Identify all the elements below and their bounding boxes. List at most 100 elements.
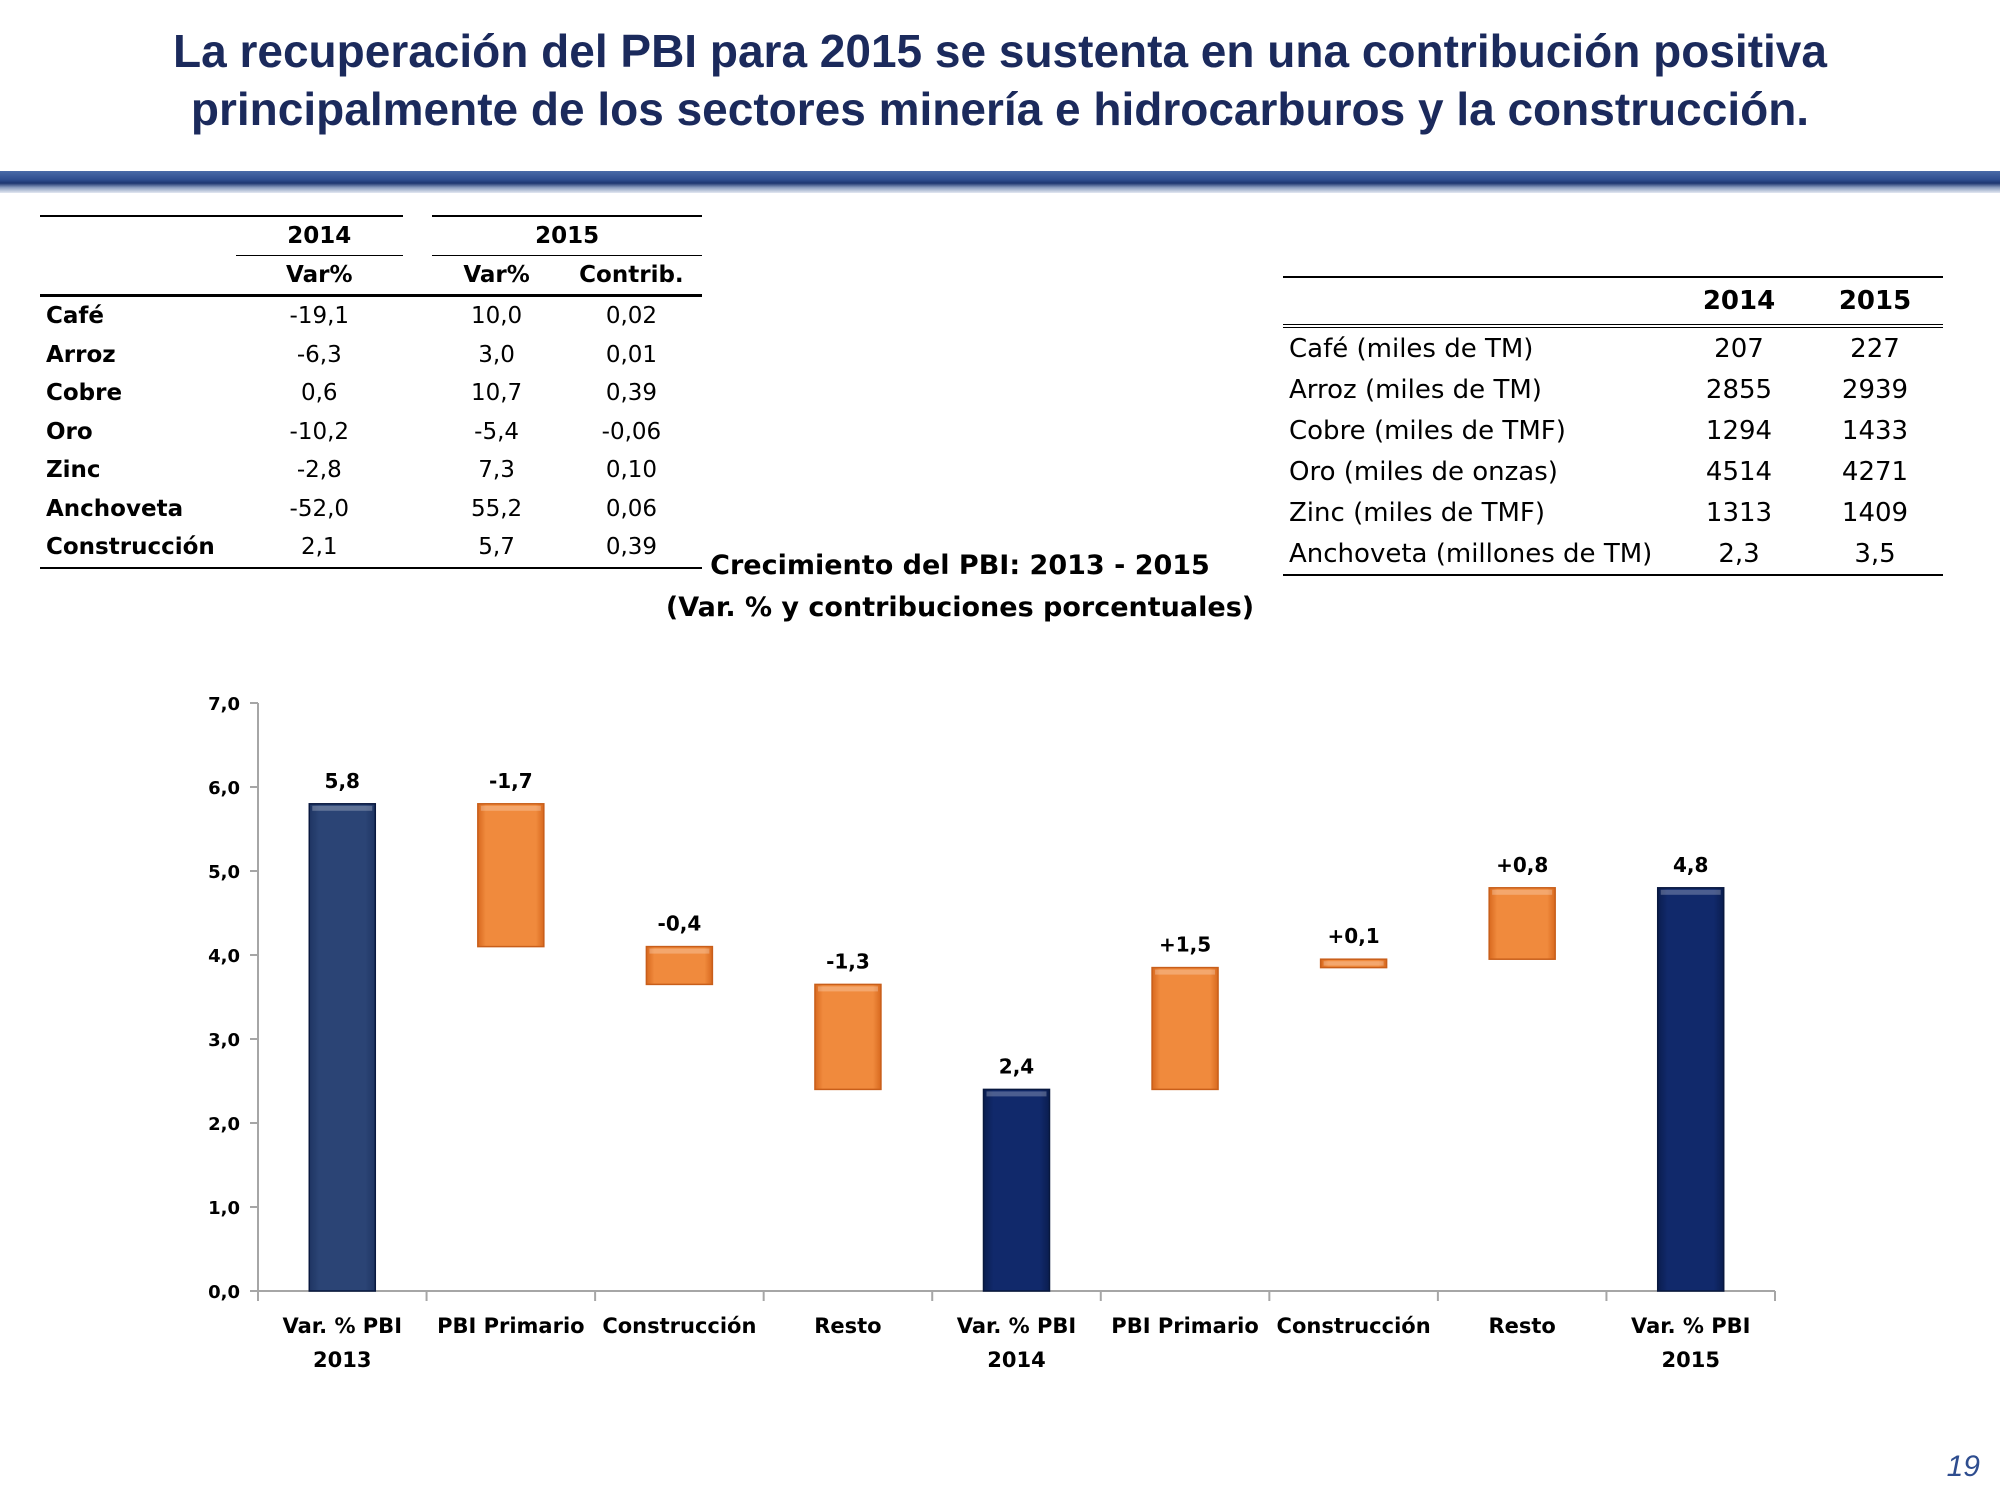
bar-highlight xyxy=(817,986,878,992)
bar-highlight xyxy=(649,948,710,954)
row-label: Zinc (miles de TMF) xyxy=(1289,497,1545,528)
cell-2015: 1433 xyxy=(1841,415,1909,446)
cell-2015: 2939 xyxy=(1841,374,1909,405)
delta-bar xyxy=(1488,887,1556,960)
cell-2014: 207 xyxy=(1714,333,1764,364)
cell-contrib: 0,10 xyxy=(605,457,658,484)
cell-var-2015: 55,2 xyxy=(470,495,523,522)
row-label: Construcción xyxy=(40,528,236,569)
row-label: Arroz xyxy=(46,341,116,368)
table-row: Café -19,1 10,0 0,02 xyxy=(40,296,702,336)
table-row: Anchoveta -52,0 55,2 0,06 xyxy=(40,490,702,529)
cell-var-2014: -6,3 xyxy=(296,341,342,368)
data-label: +0,1 xyxy=(1328,924,1380,948)
cell-contrib: 0,39 xyxy=(605,380,658,407)
title-divider xyxy=(0,171,2000,193)
data-label: +1,5 xyxy=(1159,933,1211,957)
spacer-cell xyxy=(403,255,433,297)
header-2015: 2015 xyxy=(1807,276,1943,328)
cell-var-2015: 10,0 xyxy=(470,303,523,330)
x-tick-label: PBI Primario xyxy=(437,1314,585,1338)
y-tick-label: 1,0 xyxy=(208,1198,240,1219)
row-label: Café (miles de TM) xyxy=(1289,333,1534,364)
row-label: Café xyxy=(46,303,105,330)
x-tick-label: PBI Primario xyxy=(1111,1314,1259,1338)
data-label: -1,3 xyxy=(826,949,870,973)
cell-var-2015: -5,4 xyxy=(474,418,520,445)
bar-highlight xyxy=(312,805,373,811)
row-label: Cobre (miles de TMF) xyxy=(1289,415,1566,446)
table-row: Construcción 2,1 5,7 0,39 xyxy=(40,528,702,569)
chart-title: Crecimiento del PBI: 2013 - 2015 xyxy=(710,550,1210,581)
x-tick-label: Construcción xyxy=(1277,1314,1431,1338)
bar-highlight xyxy=(1660,889,1721,895)
cell-2015: 1409 xyxy=(1841,497,1909,528)
cell-2014: 2,3 xyxy=(1671,533,1807,576)
x-tick-label: Construcción xyxy=(602,1314,756,1338)
slide-title-line-1: La recuperación del PBI para 2015 se sus… xyxy=(173,25,1827,77)
x-tick-label: Var. % PBI 2013 xyxy=(283,1314,403,1372)
y-tick-label: 7,0 xyxy=(208,694,240,715)
empty-header-cell xyxy=(40,215,236,256)
table-row: Café (miles de TM) 207 227 xyxy=(1283,326,1943,369)
x-tick-label: Resto xyxy=(1488,1314,1555,1338)
table-row: Cobre 0,6 10,7 0,39 xyxy=(40,374,702,413)
slide-title: La recuperación del PBI para 2015 se sus… xyxy=(0,22,2000,138)
cell-var-2014: -2,8 xyxy=(296,457,342,484)
row-label: Zinc xyxy=(46,457,101,484)
delta-bar xyxy=(1151,966,1219,1091)
page-number: 19 xyxy=(1946,1450,1980,1483)
delta-bar xyxy=(1319,958,1388,969)
row-label: Cobre xyxy=(46,380,123,407)
y-tick-label: 0,0 xyxy=(208,1282,240,1303)
chart-title-block: Crecimiento del PBI: 2013 - 2015 (Var. %… xyxy=(560,545,1360,629)
row-label: Anchoveta xyxy=(46,495,184,522)
x-tick-label: Resto xyxy=(814,1314,881,1338)
table-header-row: 2014 2015 xyxy=(40,215,702,256)
total-bar xyxy=(1656,887,1725,1292)
cell-var-2015: 10,7 xyxy=(470,380,523,407)
row-label: Arroz (miles de TM) xyxy=(1289,374,1542,405)
data-label: 2,4 xyxy=(999,1054,1034,1078)
data-label: 5,8 xyxy=(325,769,360,793)
header-year-2015: 2015 xyxy=(432,215,702,256)
y-tick-label: 5,0 xyxy=(208,862,240,883)
cell-2014: 4514 xyxy=(1705,456,1773,487)
cell-2015: 227 xyxy=(1850,333,1900,364)
bar-highlight xyxy=(1492,889,1553,895)
data-label: +0,8 xyxy=(1496,853,1548,877)
table-row: Arroz -6,3 3,0 0,01 xyxy=(40,336,702,375)
row-label: Oro (miles de onzas) xyxy=(1289,456,1558,487)
total-bar xyxy=(982,1088,1051,1292)
cell-var-2015: 3,0 xyxy=(478,341,515,368)
cell-contrib: 0,02 xyxy=(605,303,658,330)
production-volume-table: 2014 2015 Café (miles de TM) 207 227 Arroz… xyxy=(1283,276,1943,576)
chart-subtitle: (Var. % y contribuciones porcentuales) xyxy=(665,592,1255,623)
header-2014: 2014 xyxy=(1671,276,1807,328)
table-subheader-row: Var% Var% Contrib. xyxy=(40,255,702,297)
subheader-contrib: Contrib. xyxy=(560,255,702,297)
cell-2015: 3,5 xyxy=(1807,533,1943,576)
cell-2014: 2855 xyxy=(1705,374,1773,405)
subheader-var-2015: Var% xyxy=(432,255,561,297)
cell-contrib: 0,39 xyxy=(560,528,702,569)
y-tick-label: 6,0 xyxy=(208,778,240,799)
data-label: 4,8 xyxy=(1673,853,1708,877)
bar-highlight xyxy=(986,1091,1047,1097)
cell-var-2014: 2,1 xyxy=(235,528,404,569)
y-tick-label: 2,0 xyxy=(208,1114,240,1135)
cell-contrib: 0,06 xyxy=(605,495,658,522)
row-label: Oro xyxy=(46,418,93,445)
header-year-2014: 2014 xyxy=(235,215,404,256)
table-row: Oro -10,2 -5,4 -0,06 xyxy=(40,413,702,452)
cell-2014: 1294 xyxy=(1705,415,1773,446)
subheader-var-2014: Var% xyxy=(235,255,404,297)
cell-2014: 1313 xyxy=(1705,497,1773,528)
cell-contrib: 0,01 xyxy=(605,341,658,368)
table-header-row: 2014 2015 xyxy=(1283,276,1943,328)
delta-bar xyxy=(645,945,714,986)
x-tick-label: Var. % PBI 2015 xyxy=(1631,1314,1751,1372)
x-tick-label: Var. % PBI 2014 xyxy=(957,1314,1077,1372)
row-label: Anchoveta (millones de TM) xyxy=(1283,533,1671,576)
